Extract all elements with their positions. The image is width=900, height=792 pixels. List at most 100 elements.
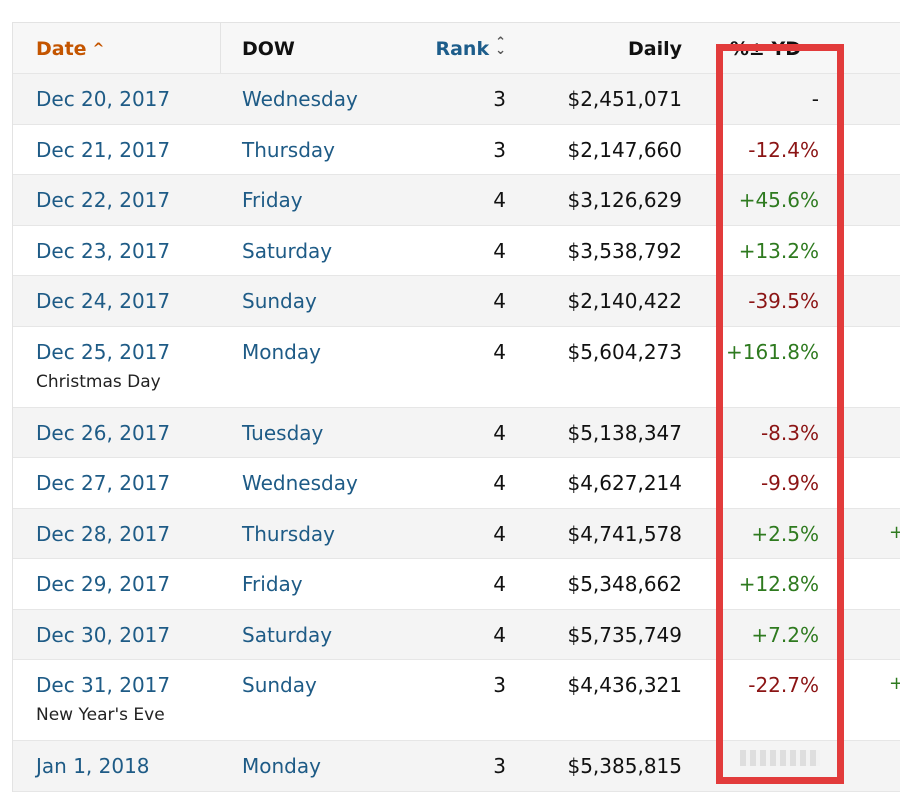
date-link[interactable]: Dec 30, 2017 (36, 622, 171, 647)
dow-link[interactable]: Wednesday (242, 471, 358, 495)
rank-value-cell: 3 (421, 125, 506, 175)
pct-change-cell: +2.5% (682, 509, 823, 559)
dow-link[interactable]: Saturday (242, 622, 333, 647)
dow-link[interactable]: Friday (242, 188, 303, 212)
date-link[interactable]: Dec 26, 2017 (36, 420, 171, 445)
dow-link[interactable]: Thursday (242, 521, 335, 546)
pct-change: +45.6% (738, 188, 819, 212)
date-column-header[interactable]: Date ^ (13, 23, 221, 73)
date-link[interactable]: Dec 25, 2017 (36, 339, 171, 364)
pct-change-cell: -39.5% (682, 276, 823, 326)
table-body: Dec 20, 2017 Wednesday 3 $2,451,071 - Dec 21,… (13, 74, 900, 792)
rank-value-cell: 4 (421, 509, 506, 559)
daily-gross-cell: $5,138,347 (506, 408, 682, 458)
table-row: Dec 22, 2017 Friday 4 $3,126,629 +45.6% (13, 175, 900, 226)
date-link[interactable]: Dec 24, 2017 (36, 289, 171, 313)
dow-link-cell: Wednesday (221, 458, 421, 508)
rank-value: 3 (493, 87, 506, 111)
daily-gross-cell: $5,735,749 (506, 610, 682, 660)
daily-gross-cell: $4,627,214 (506, 458, 682, 508)
dow-link[interactable]: Thursday (242, 137, 335, 162)
dow-link[interactable]: Monday (242, 754, 321, 778)
date-link-cell: Dec 24, 2017 (13, 276, 221, 326)
table-row: Jan 1, 2018 Monday 3 $5,385,815 (13, 741, 900, 792)
pct-change: - (811, 87, 819, 111)
rank-value-cell: 4 (421, 276, 506, 326)
rank-column-header[interactable]: Rank ⌃ ⌄ (421, 23, 506, 73)
date-link[interactable]: Dec 27, 2017 (36, 471, 171, 495)
pct-change-column-header[interactable]: %± YD (682, 23, 823, 73)
dow-link-cell: Saturday (221, 226, 421, 276)
daily-gross-cell: $2,451,071 (506, 74, 682, 124)
date-link-cell: Dec 22, 2017 (13, 175, 221, 225)
pct-change: -12.4% (748, 137, 819, 162)
date-link-cell: Dec 20, 2017 (13, 74, 221, 124)
rank-value-cell: 4 (421, 610, 506, 660)
dow-link[interactable]: Tuesday (242, 420, 324, 445)
table-row: Dec 23, 2017 Saturday 4 $3,538,792 +13.2% (13, 226, 900, 276)
date-link[interactable]: Jan 1, 2018 (36, 754, 150, 778)
pct-change-cell: +12.8% (682, 559, 823, 609)
daily-gross: $3,538,792 (567, 238, 682, 263)
sort-toggle-icon[interactable]: ⌃ ⌄ (495, 35, 506, 58)
date-link[interactable]: Dec 20, 2017 (36, 87, 171, 111)
daily-gross-cell: $2,140,422 (506, 276, 682, 326)
dow-column-header[interactable]: DOW (221, 23, 421, 73)
date-link-cell: Dec 28, 2017 (13, 509, 221, 559)
rank-value: 3 (493, 137, 506, 162)
box-office-table: Date ^ DOW Rank ⌃ ⌄ Daily %± YD Dec 20, 201… (12, 22, 900, 792)
dow-link-cell: Thursday (221, 125, 421, 175)
table-row: Dec 29, 2017 Friday 4 $5,348,662 +12.8% (13, 559, 900, 610)
dow-link[interactable]: Sunday (242, 673, 317, 697)
date-link[interactable]: Dec 28, 2017 (36, 521, 171, 546)
pct-change-cell: -9.9% (682, 458, 823, 508)
date-link[interactable]: Dec 29, 2017 (36, 572, 171, 596)
table-row: Dec 24, 2017 Sunday 4 $2,140,422 -39.5% (13, 276, 900, 327)
dow-link[interactable]: Wednesday (242, 87, 358, 111)
rank-header-label: Rank (435, 38, 490, 60)
daily-header-label: Daily (627, 38, 682, 60)
daily-gross: $5,604,273 (567, 339, 682, 364)
pct-change-cell: -8.3% (682, 408, 823, 458)
table-row: Dec 26, 2017 Tuesday 4 $5,138,347 -8.3% (13, 407, 900, 458)
dow-header-label: DOW (242, 38, 295, 60)
daily-gross: $3,126,629 (567, 188, 682, 212)
dow-link[interactable]: Sunday (242, 289, 317, 313)
date-header-label: Date (36, 38, 87, 60)
date-link[interactable]: Dec 23, 2017 (36, 238, 171, 263)
dow-link[interactable]: Monday (242, 339, 321, 364)
daily-column-header[interactable]: Daily (506, 23, 682, 73)
daily-gross-cell: $3,538,792 (506, 226, 682, 276)
rank-value: 4 (493, 420, 506, 445)
table-row: Dec 31, 2017 New Year's Eve Sunday 3 $4,436,… (13, 660, 900, 741)
table-row: Dec 27, 2017 Wednesday 4 $4,627,214 -9.9% (13, 458, 900, 509)
watermark (740, 750, 820, 766)
date-link[interactable]: Dec 31, 2017 (36, 673, 171, 697)
dow-link[interactable]: Saturday (242, 238, 333, 263)
pct-change: -39.5% (748, 289, 819, 313)
pct-change: -9.9% (760, 471, 819, 495)
holiday-note: New Year's Eve (36, 705, 165, 725)
table-row: Dec 30, 2017 Saturday 4 $5,735,749 +7.2% (13, 609, 900, 660)
pct-change-cell: - (682, 74, 823, 124)
daily-gross-cell: $2,147,660 (506, 125, 682, 175)
pct-change-cell: +161.8% (682, 327, 823, 407)
daily-gross: $2,147,660 (567, 137, 682, 162)
pct-change-cell: +13.2% (682, 226, 823, 276)
rank-value: 4 (493, 238, 506, 263)
daily-gross-cell: $4,436,321 (506, 660, 682, 740)
holiday-note: Christmas Day (36, 371, 161, 392)
date-link[interactable]: Dec 22, 2017 (36, 188, 171, 212)
rank-value: 4 (493, 622, 506, 647)
daily-gross: $5,385,815 (567, 754, 682, 778)
date-link[interactable]: Dec 21, 2017 (36, 137, 171, 162)
dow-link-cell: Friday (221, 175, 421, 225)
dow-link-cell: Monday (221, 327, 421, 407)
pct-change: +7.2% (751, 622, 819, 647)
date-link-cell: Dec 21, 2017 (13, 125, 221, 175)
daily-gross-cell: $3,126,629 (506, 175, 682, 225)
dow-link[interactable]: Friday (242, 572, 303, 596)
dow-link-cell: Sunday (221, 276, 421, 326)
sort-ascending-icon[interactable]: ^ (92, 41, 105, 57)
rank-value: 4 (493, 572, 506, 596)
